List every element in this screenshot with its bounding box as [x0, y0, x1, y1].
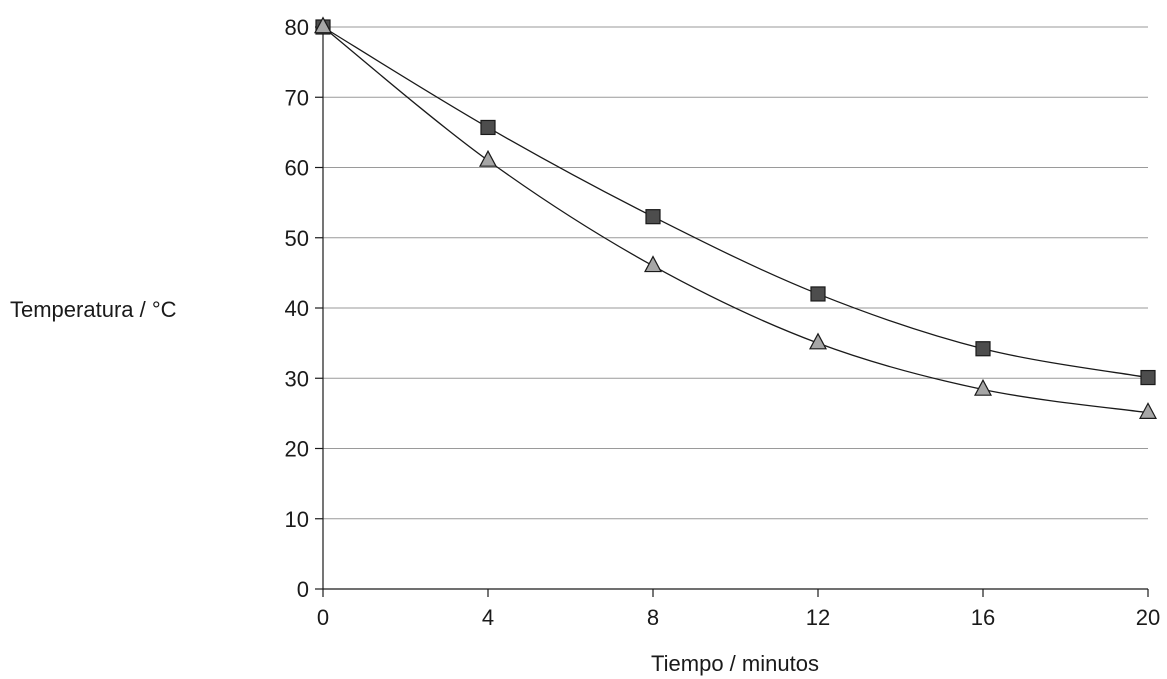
y-tick-label: 10: [285, 507, 309, 532]
square-data-point: [810, 286, 826, 302]
square-data-point: [645, 209, 661, 225]
x-tick-label: 12: [806, 605, 830, 630]
y-tick-label: 70: [285, 85, 309, 110]
series-square-curve: [322, 26, 1149, 379]
y-tick-label: 0: [297, 577, 309, 602]
y-axis-label: Temperatura / °C: [10, 297, 177, 322]
triangle-data-point: [1139, 402, 1157, 419]
triangle-data-point: [809, 332, 827, 350]
axes: [315, 26, 1149, 597]
triangle-data-point: [479, 149, 497, 167]
trend-curves: [322, 26, 1149, 414]
x-tick-label: 0: [317, 605, 329, 630]
tick-labels: 0 10 20 30 40 50 60 70 80 0 4 8 12 16 20: [285, 15, 1161, 630]
square-data-point: [480, 119, 496, 136]
data-points: [314, 16, 1157, 419]
x-tick-label: 20: [1136, 605, 1160, 630]
x-tick-label: 4: [482, 605, 494, 630]
y-tick-label: 20: [285, 437, 309, 462]
y-tick-label: 80: [285, 15, 309, 40]
x-tick-label: 8: [647, 605, 659, 630]
gridlines: [323, 26, 1148, 520]
series-triangle-curve: [322, 26, 1149, 414]
x-tick-label: 16: [971, 605, 995, 630]
triangle-data-point: [974, 378, 992, 396]
y-tick-label: 60: [285, 156, 309, 181]
y-tick-label: 30: [285, 366, 309, 391]
triangle-data-point: [314, 16, 332, 34]
x-axis-label: Tiempo / minutos: [651, 651, 819, 676]
y-tick-label: 40: [285, 296, 309, 321]
square-data-point: [975, 341, 991, 357]
triangle-data-point: [644, 255, 662, 273]
y-tick-label: 50: [285, 226, 309, 251]
square-data-point: [1140, 369, 1156, 386]
